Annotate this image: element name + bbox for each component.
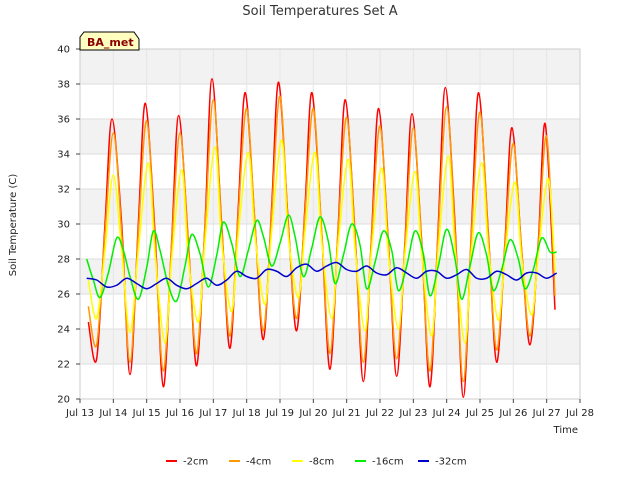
series-line <box>86 261 558 290</box>
plot-band <box>80 189 580 224</box>
x-axis-ticks: Jul 13 Jul 14 Jul 15 Jul 16 Jul 17 Jul 18 Jul … <box>65 399 594 419</box>
plot-band <box>80 84 580 119</box>
x-axis-label: Time <box>553 425 578 436</box>
x-tick-label: Jul 16 <box>165 408 194 419</box>
x-tick-label: Jul 28 <box>565 408 594 419</box>
y-tick-label: 40 <box>57 45 70 56</box>
site-badge: BA_met <box>79 31 140 51</box>
x-tick-label: Jul 15 <box>132 408 161 419</box>
series-lines <box>85 78 558 398</box>
plot-band <box>80 329 580 364</box>
y-tick-label: 26 <box>57 290 70 301</box>
x-tick-label: Jul 23 <box>398 408 427 419</box>
plot-band <box>80 154 580 189</box>
x-tick-label: Jul 27 <box>532 408 561 419</box>
plot-band <box>80 119 580 154</box>
site-badge-shape <box>79 31 140 51</box>
x-tick-label: Jul 21 <box>332 408 361 419</box>
legend: -2cm -4cm -8cm -16cm -32cm <box>166 457 467 468</box>
legend-label: -16cm <box>372 457 404 468</box>
y-tick-label: 30 <box>57 220 70 231</box>
y-axis-label: Soil Temperature (C) <box>8 174 19 277</box>
y-tick-label: 24 <box>57 325 70 336</box>
x-tick-label: Jul 14 <box>98 408 127 419</box>
legend-label: -8cm <box>309 457 334 468</box>
x-tick-label: Jul 25 <box>465 408 494 419</box>
x-tick-label: Jul 22 <box>365 408 394 419</box>
chart-title: Soil Temperatures Set A <box>242 4 397 19</box>
y-tick-label: 32 <box>57 185 70 196</box>
x-tick-label: Jul 26 <box>498 408 527 419</box>
plot-band <box>80 49 580 84</box>
x-tick-label: Jul 20 <box>298 408 327 419</box>
y-tick-label: 28 <box>57 255 70 266</box>
series-line <box>85 214 557 303</box>
x-tick-label: Jul 24 <box>432 408 461 419</box>
y-tick-label: 36 <box>57 115 70 126</box>
x-tick-label: Jul 18 <box>232 408 261 419</box>
x-tick-label: Jul 17 <box>198 408 227 419</box>
x-tick-label: Jul 13 <box>65 408 94 419</box>
y-tick-label: 22 <box>57 360 70 371</box>
series-line <box>87 139 556 344</box>
legend-label: -32cm <box>435 457 467 468</box>
y-tick-label: 34 <box>57 150 70 161</box>
y-tick-label: 38 <box>57 80 70 91</box>
y-tick-label: 20 <box>57 395 70 406</box>
legend-label: -2cm <box>183 457 208 468</box>
legend-label: -4cm <box>246 457 271 468</box>
site-badge-label: BA_met <box>87 36 134 49</box>
y-axis-ticks: 20 22 24 26 28 30 32 34 36 38 40 <box>57 45 80 406</box>
x-tick-label: Jul 19 <box>265 408 294 419</box>
